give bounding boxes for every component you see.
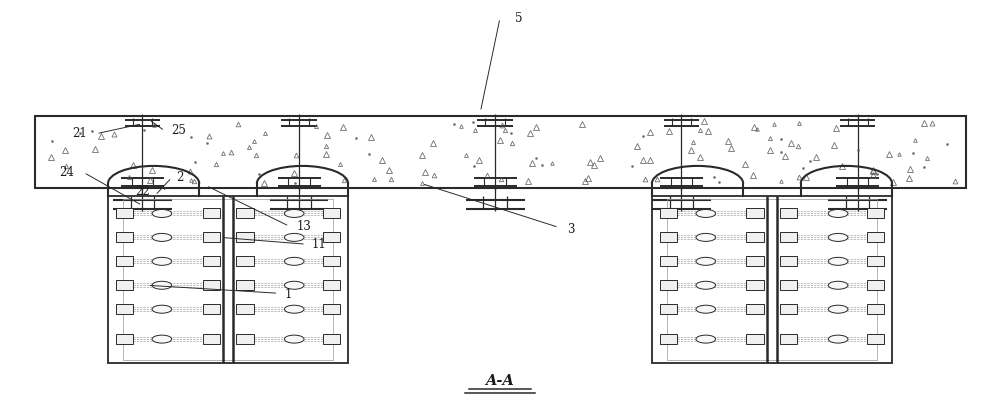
Circle shape — [152, 281, 172, 289]
Circle shape — [152, 257, 172, 265]
Bar — [123, 199, 333, 360]
Bar — [116, 280, 133, 290]
Bar — [660, 304, 677, 314]
Bar — [660, 334, 677, 344]
Bar — [660, 232, 677, 243]
Bar — [323, 232, 340, 243]
Text: 13: 13 — [296, 220, 311, 233]
Bar — [780, 208, 797, 219]
Circle shape — [828, 210, 848, 217]
Circle shape — [152, 305, 172, 313]
Text: 21: 21 — [72, 127, 86, 140]
Bar — [780, 232, 797, 243]
Circle shape — [828, 234, 848, 241]
Bar — [323, 256, 340, 266]
Circle shape — [284, 234, 304, 241]
Text: 25: 25 — [171, 124, 186, 137]
Circle shape — [696, 335, 716, 343]
Bar — [116, 208, 133, 219]
Bar — [203, 256, 220, 266]
Bar — [780, 334, 797, 344]
Bar — [116, 304, 133, 314]
Bar — [660, 280, 677, 290]
Bar — [203, 280, 220, 290]
Bar — [236, 334, 254, 344]
Bar — [867, 280, 884, 290]
Bar — [116, 334, 133, 344]
Bar — [746, 334, 764, 344]
Bar — [108, 195, 348, 363]
Circle shape — [828, 281, 848, 289]
Circle shape — [152, 335, 172, 343]
Circle shape — [152, 234, 172, 241]
Bar — [867, 208, 884, 219]
Circle shape — [152, 210, 172, 217]
Bar — [780, 280, 797, 290]
Bar — [746, 232, 764, 243]
Bar — [746, 280, 764, 290]
Bar — [34, 116, 966, 188]
Bar — [116, 232, 133, 243]
Bar — [323, 304, 340, 314]
Bar — [116, 256, 133, 266]
Bar — [236, 304, 254, 314]
Bar — [203, 304, 220, 314]
Circle shape — [696, 210, 716, 217]
Bar — [780, 256, 797, 266]
Circle shape — [284, 335, 304, 343]
Bar — [867, 232, 884, 243]
Circle shape — [696, 305, 716, 313]
Bar — [867, 256, 884, 266]
Bar — [652, 195, 892, 363]
Text: 3: 3 — [567, 223, 574, 236]
Circle shape — [284, 210, 304, 217]
Circle shape — [828, 257, 848, 265]
Bar — [667, 199, 877, 360]
Bar — [867, 334, 884, 344]
Bar — [236, 232, 254, 243]
Bar — [323, 208, 340, 219]
Text: 11: 11 — [312, 239, 327, 252]
Bar — [203, 232, 220, 243]
Text: 1: 1 — [284, 287, 292, 300]
Circle shape — [696, 281, 716, 289]
Text: 24: 24 — [59, 166, 74, 179]
Circle shape — [284, 257, 304, 265]
Bar — [746, 208, 764, 219]
Bar — [236, 280, 254, 290]
Circle shape — [828, 335, 848, 343]
Bar — [323, 334, 340, 344]
Text: 2: 2 — [177, 171, 184, 184]
Bar — [203, 334, 220, 344]
Circle shape — [696, 257, 716, 265]
Bar — [660, 256, 677, 266]
Bar — [867, 304, 884, 314]
Circle shape — [284, 281, 304, 289]
Bar — [660, 208, 677, 219]
Text: 22: 22 — [135, 185, 150, 198]
Bar — [746, 304, 764, 314]
Text: 5: 5 — [515, 11, 522, 24]
Bar — [746, 256, 764, 266]
Bar — [236, 208, 254, 219]
Bar — [236, 256, 254, 266]
Bar — [780, 304, 797, 314]
Circle shape — [696, 234, 716, 241]
Circle shape — [828, 305, 848, 313]
Text: A-A: A-A — [486, 374, 514, 388]
Bar — [323, 280, 340, 290]
Circle shape — [284, 305, 304, 313]
Bar — [203, 208, 220, 219]
